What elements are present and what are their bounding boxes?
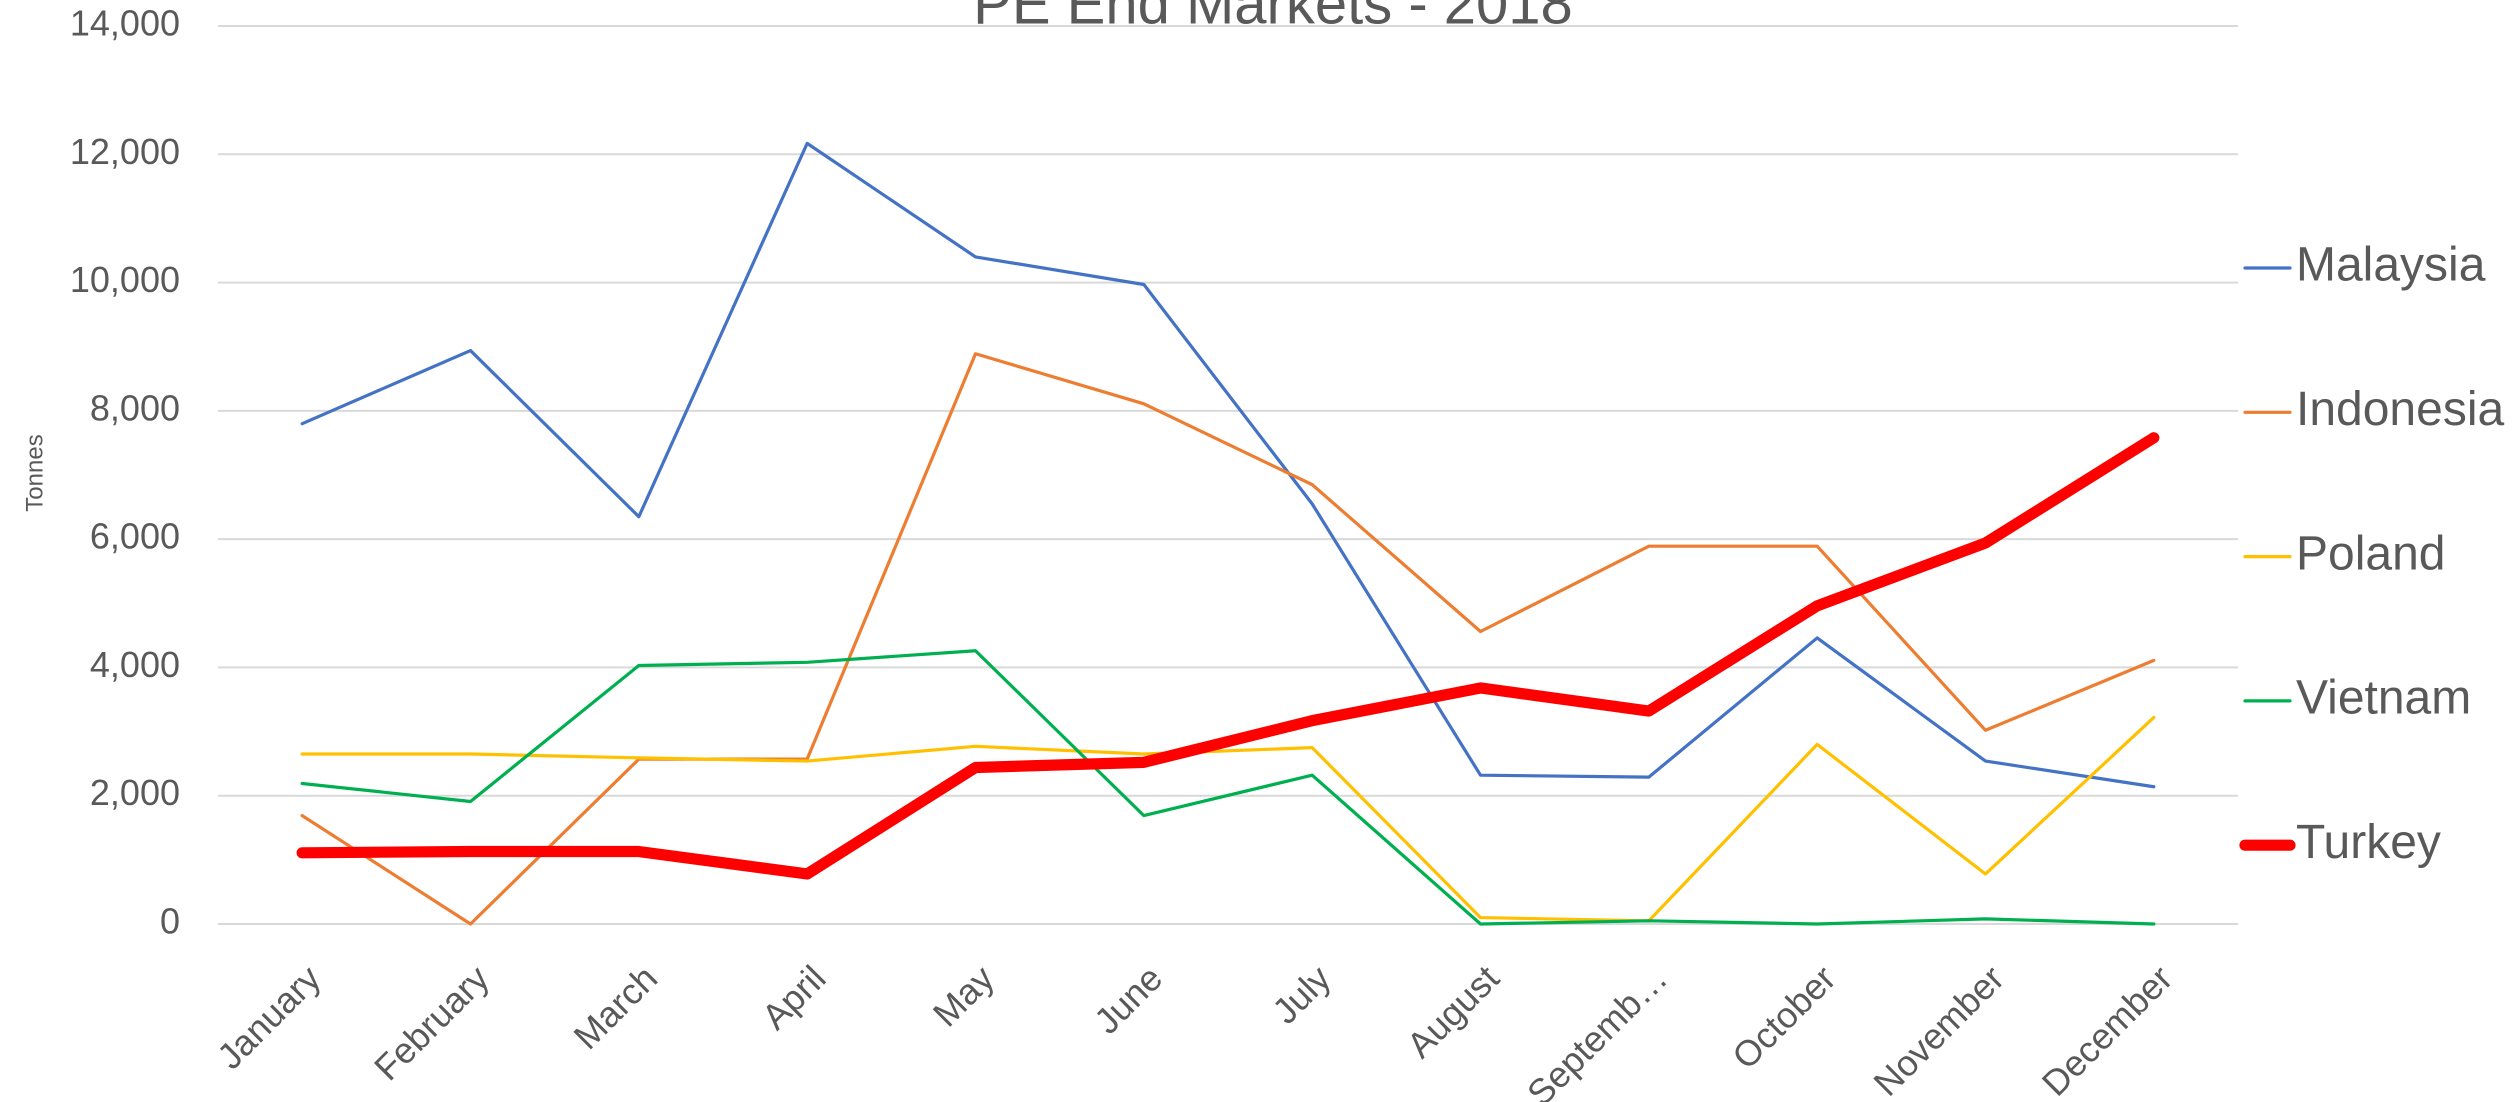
y-tick-label: 4,000 bbox=[90, 644, 180, 685]
series-line bbox=[300, 715, 2156, 923]
y-tick-label: 2,000 bbox=[90, 772, 180, 813]
x-tick-label: August bbox=[1399, 957, 1507, 1065]
x-tick-label: July bbox=[1264, 957, 1338, 1031]
series-line bbox=[300, 141, 2156, 789]
legend-label: Malaysia bbox=[2296, 239, 2486, 292]
y-tick-label: 10,000 bbox=[70, 259, 180, 300]
y-tick-label: 8,000 bbox=[90, 387, 180, 428]
x-tick-label: January bbox=[209, 957, 329, 1077]
legend-label: Vietnam bbox=[2296, 672, 2471, 725]
x-tick-label: February bbox=[366, 957, 497, 1088]
y-tick-label: 12,000 bbox=[70, 131, 180, 172]
series-line bbox=[300, 649, 2156, 926]
x-tick-label: December bbox=[2034, 957, 2180, 1102]
y-axis-label: Tonnes bbox=[21, 434, 48, 511]
x-tick-label: November bbox=[1865, 957, 2011, 1102]
legend-label: Turkey bbox=[2296, 816, 2441, 869]
y-tick-label: 6,000 bbox=[90, 516, 180, 557]
legend-label: Poland bbox=[2296, 527, 2445, 580]
x-tick-label: April bbox=[754, 957, 834, 1037]
series-line bbox=[300, 352, 2156, 926]
x-tick-label: June bbox=[1086, 957, 1170, 1041]
y-tick-label: 14,000 bbox=[70, 3, 180, 44]
y-tick-label: 0 bbox=[160, 901, 180, 942]
series-line bbox=[296, 432, 2160, 880]
x-tick-label: October bbox=[1724, 957, 1844, 1077]
x-tick-label: May bbox=[925, 957, 1002, 1034]
x-tick-label: March bbox=[565, 957, 665, 1057]
chart-title: PE End Markets - 2018 bbox=[973, 0, 1573, 36]
legend-label: Indonesia bbox=[2296, 383, 2504, 436]
x-tick-label: Septemb… bbox=[1519, 957, 1675, 1102]
